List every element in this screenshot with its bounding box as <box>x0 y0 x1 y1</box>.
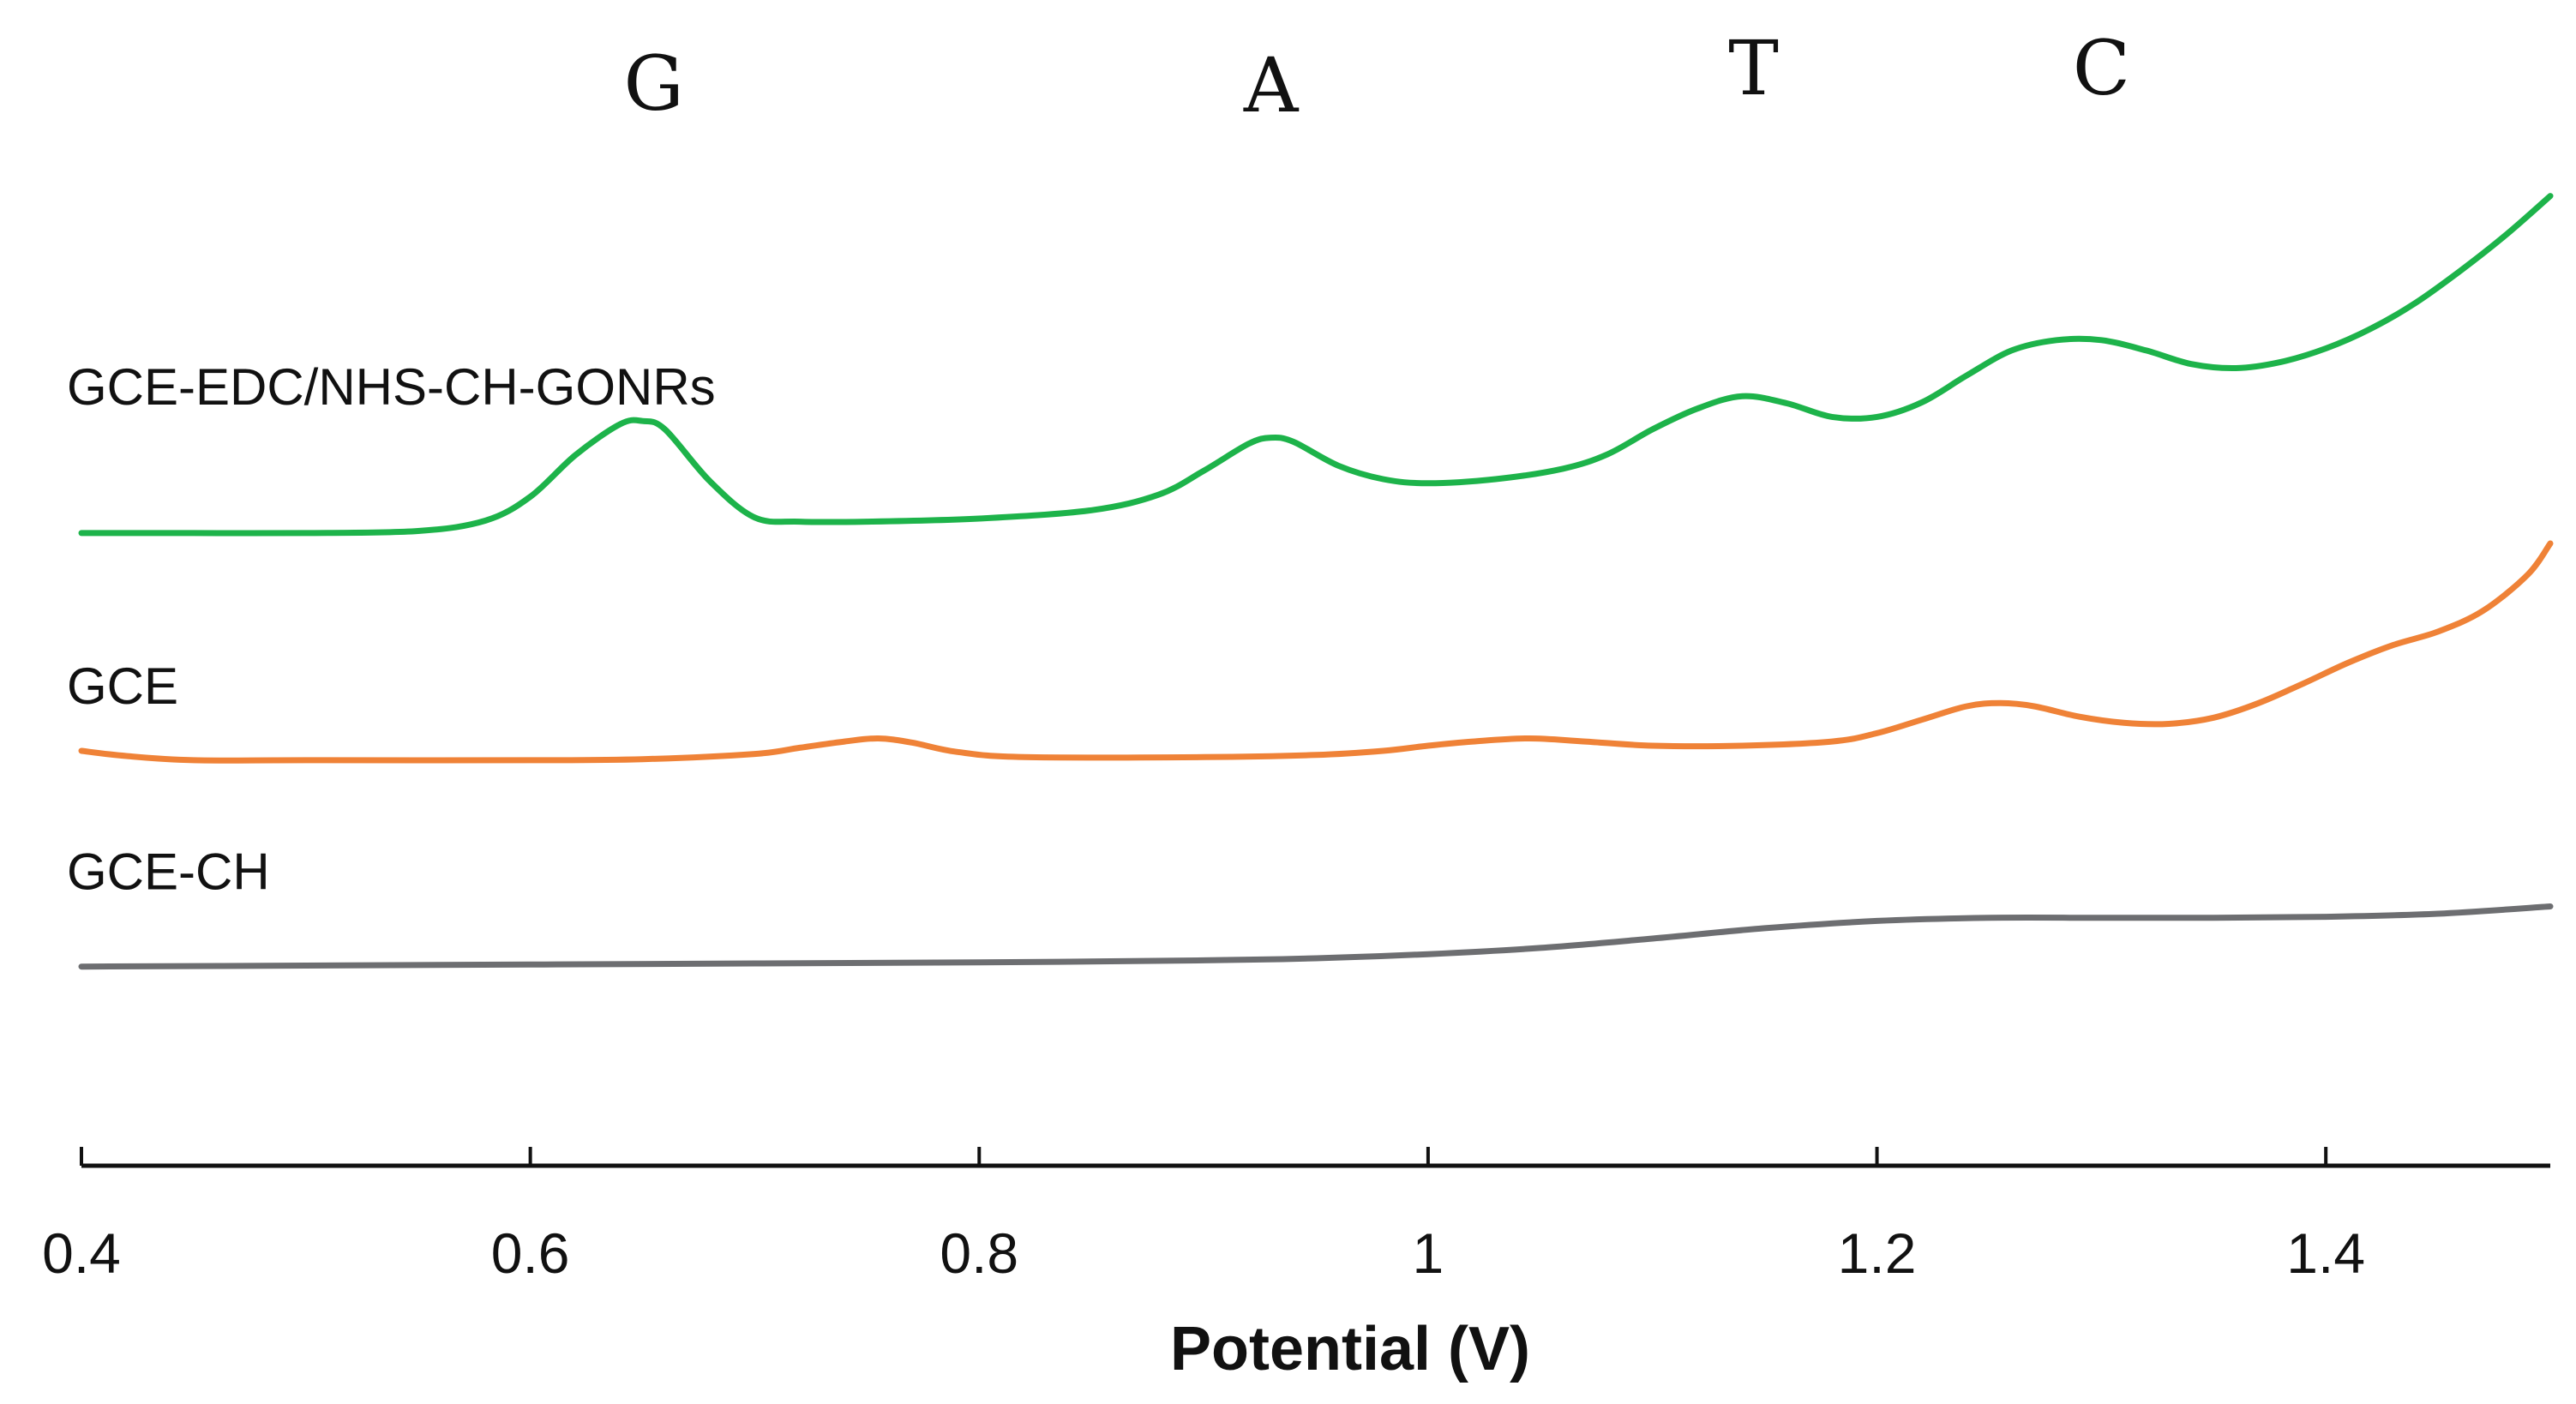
peak-label-a: A <box>1243 41 1300 129</box>
x-axis: 0.4 0.6 0.8 1 1.2 1.4 <box>42 1147 2550 1285</box>
series-group: GCE-EDC/NHS-CH-GONRs GCE GCE-CH <box>67 193 2554 970</box>
x-tick-label: 0.4 <box>42 1221 121 1285</box>
x-tick-label: 1 <box>1413 1221 1444 1285</box>
peak-label-c: C <box>2073 24 2130 112</box>
x-tick-label: 0.8 <box>940 1221 1018 1285</box>
series-line-gce <box>78 540 2554 764</box>
series-label-gce-edc-nhs-ch-gonrs: GCE-EDC/NHS-CH-GONRs <box>67 358 716 416</box>
x-tick-label: 1.4 <box>2286 1221 2365 1285</box>
series-line-gce-ch <box>78 903 2554 970</box>
series-label-gce-ch: GCE-CH <box>67 843 270 901</box>
peak-label-g: G <box>623 39 683 128</box>
peak-label-t: T <box>1728 24 1779 112</box>
x-tick-label: 1.2 <box>1838 1221 1917 1285</box>
x-axis-title: Potential (V) <box>1170 1315 1530 1383</box>
series-label-gce: GCE <box>67 657 178 715</box>
series-line-gce-edc-nhs-ch-gonrs <box>78 193 2554 537</box>
x-tick-label: 0.6 <box>491 1221 570 1285</box>
